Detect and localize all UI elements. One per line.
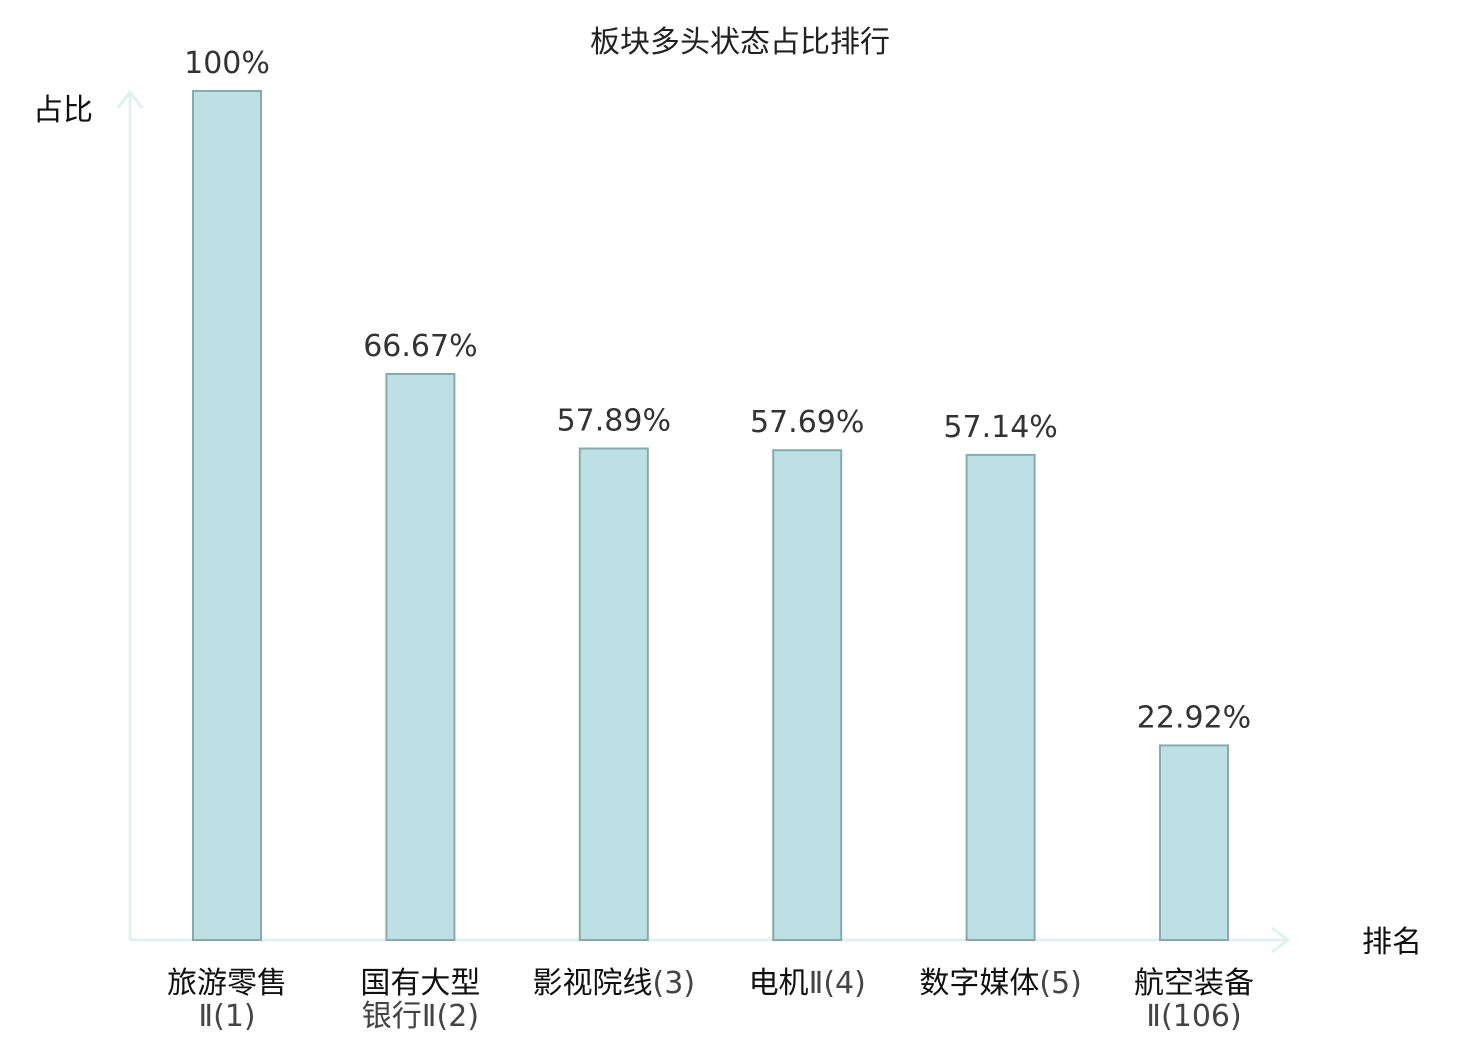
value-label: 57.14% (943, 410, 1057, 445)
category-rank: Ⅱ(106) (1146, 999, 1241, 1034)
category-label: 旅游零售 (167, 966, 287, 1001)
value-label: 57.69% (750, 405, 864, 440)
bar (385, 372, 456, 942)
category-label: 航空装备 (1134, 966, 1254, 1001)
bar (192, 90, 262, 941)
value-labels: 100% 66.67% 57.89% 57.69% 57.14% 22.92% (184, 46, 1251, 735)
bar (578, 447, 649, 941)
bars (192, 90, 1229, 942)
category-rank: 银行Ⅱ(2) (362, 999, 479, 1034)
category-rank: (3) (653, 966, 696, 1001)
value-label: 57.89% (557, 404, 671, 439)
category-rank: Ⅱ(1) (198, 999, 255, 1034)
category-label: 数字媒体 (919, 966, 1039, 1001)
bar (772, 449, 843, 941)
x-axis-label: 排名 (1362, 925, 1422, 960)
chart-title: 板块多头状态占比排行 (590, 25, 890, 60)
category-rank: (5) (1039, 966, 1082, 1001)
y-axis-label: 占比 (33, 93, 93, 128)
category-label: 国有大型 (360, 966, 480, 1001)
bar (1159, 744, 1229, 941)
y-axis (116, 89, 144, 940)
category-label: 影视院线 (533, 966, 653, 1001)
category-label: 电机 (749, 966, 809, 1001)
bar (965, 453, 1036, 941)
value-label: 22.92% (1137, 700, 1251, 735)
category-rank: Ⅱ(4) (809, 966, 866, 1001)
value-label: 100% (184, 46, 270, 81)
x-axis (130, 926, 1291, 954)
value-label: 66.67% (363, 329, 477, 364)
